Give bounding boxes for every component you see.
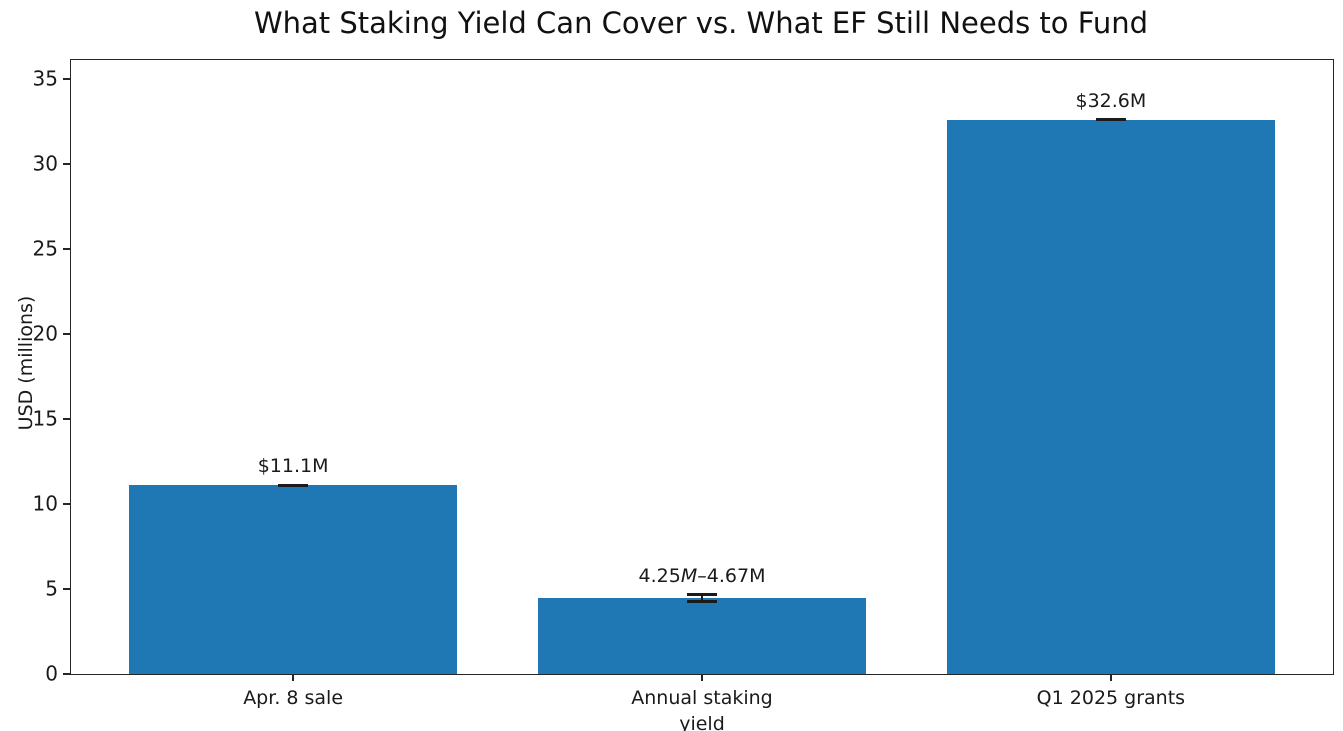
y-tick-label: 30 <box>32 151 58 176</box>
bar <box>537 598 867 674</box>
bar <box>946 119 1275 674</box>
y-tick-mark <box>63 162 70 165</box>
y-tick-label: 0 <box>45 661 58 686</box>
bar-value-label: $32.6M <box>1075 89 1147 112</box>
y-tick-mark <box>63 673 70 675</box>
y-tick-mark <box>63 503 70 505</box>
y-tick-mark <box>63 588 70 590</box>
y-tick-mark <box>63 417 70 420</box>
y-tick-label: 20 <box>32 321 58 346</box>
plot-area: 0 5 10 15 20 25 30 35 Apr. 8 sale $11.1M Annual st… <box>33 59 1334 731</box>
y-tick-mark <box>63 247 70 250</box>
x-tick-mark <box>292 674 294 681</box>
bar <box>129 485 458 674</box>
x-tick-label: Annual staking yield <box>631 687 773 731</box>
x-tick-mark <box>1109 674 1112 681</box>
y-tick-label: 35 <box>32 66 58 91</box>
error-bar <box>700 594 704 602</box>
error-bar-cap <box>1095 118 1126 121</box>
y-tick-mark <box>63 77 70 80</box>
bar-value-label: $11.1M <box>257 455 329 478</box>
y-tick-mark <box>63 332 70 335</box>
x-tick-mark <box>701 674 703 681</box>
y-tick-label: 25 <box>32 236 58 261</box>
x-tick-label: Q1 2025 grants <box>1036 687 1186 709</box>
y-tick-label: 10 <box>32 491 58 516</box>
x-tick-label: Apr. 8 sale <box>243 687 344 709</box>
error-bar-cap <box>278 483 309 487</box>
error-bar-cap <box>687 600 717 603</box>
chart-title: What Staking Yield Can Cover vs. What EF… <box>253 6 1149 40</box>
y-tick-label: 15 <box>32 406 58 431</box>
bar-value-label: 4.25M–4.67M <box>638 564 766 587</box>
y-tick-label: 5 <box>45 576 58 601</box>
